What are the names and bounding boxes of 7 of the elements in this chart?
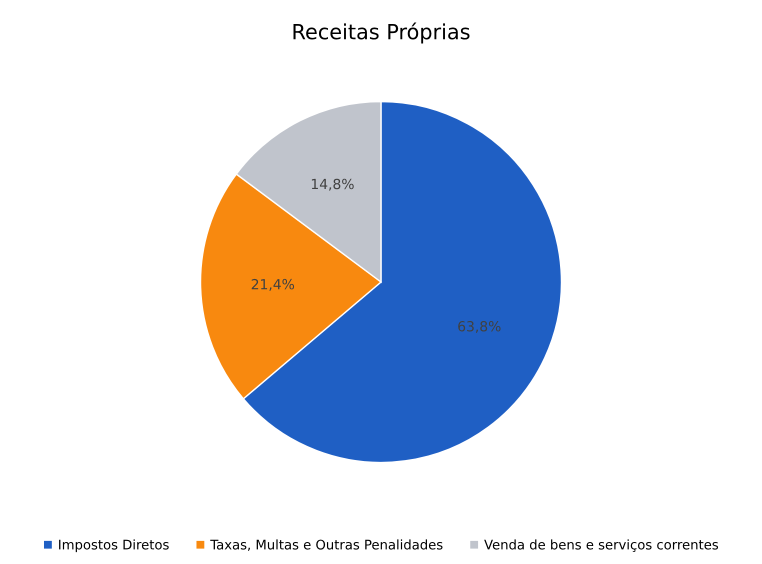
legend-label: Impostos Diretos (59, 539, 169, 552)
data-label: 14,8% (312, 178, 354, 191)
chart-title: Receitas Próprias (294, 22, 470, 44)
legend-label: Venda de bens e serviços correntes (484, 539, 718, 552)
legend-label: Taxas, Multas e Outras Penalidades (210, 539, 443, 551)
data-label: 21,4% (252, 278, 294, 291)
data-label: 63,8% (458, 321, 501, 333)
